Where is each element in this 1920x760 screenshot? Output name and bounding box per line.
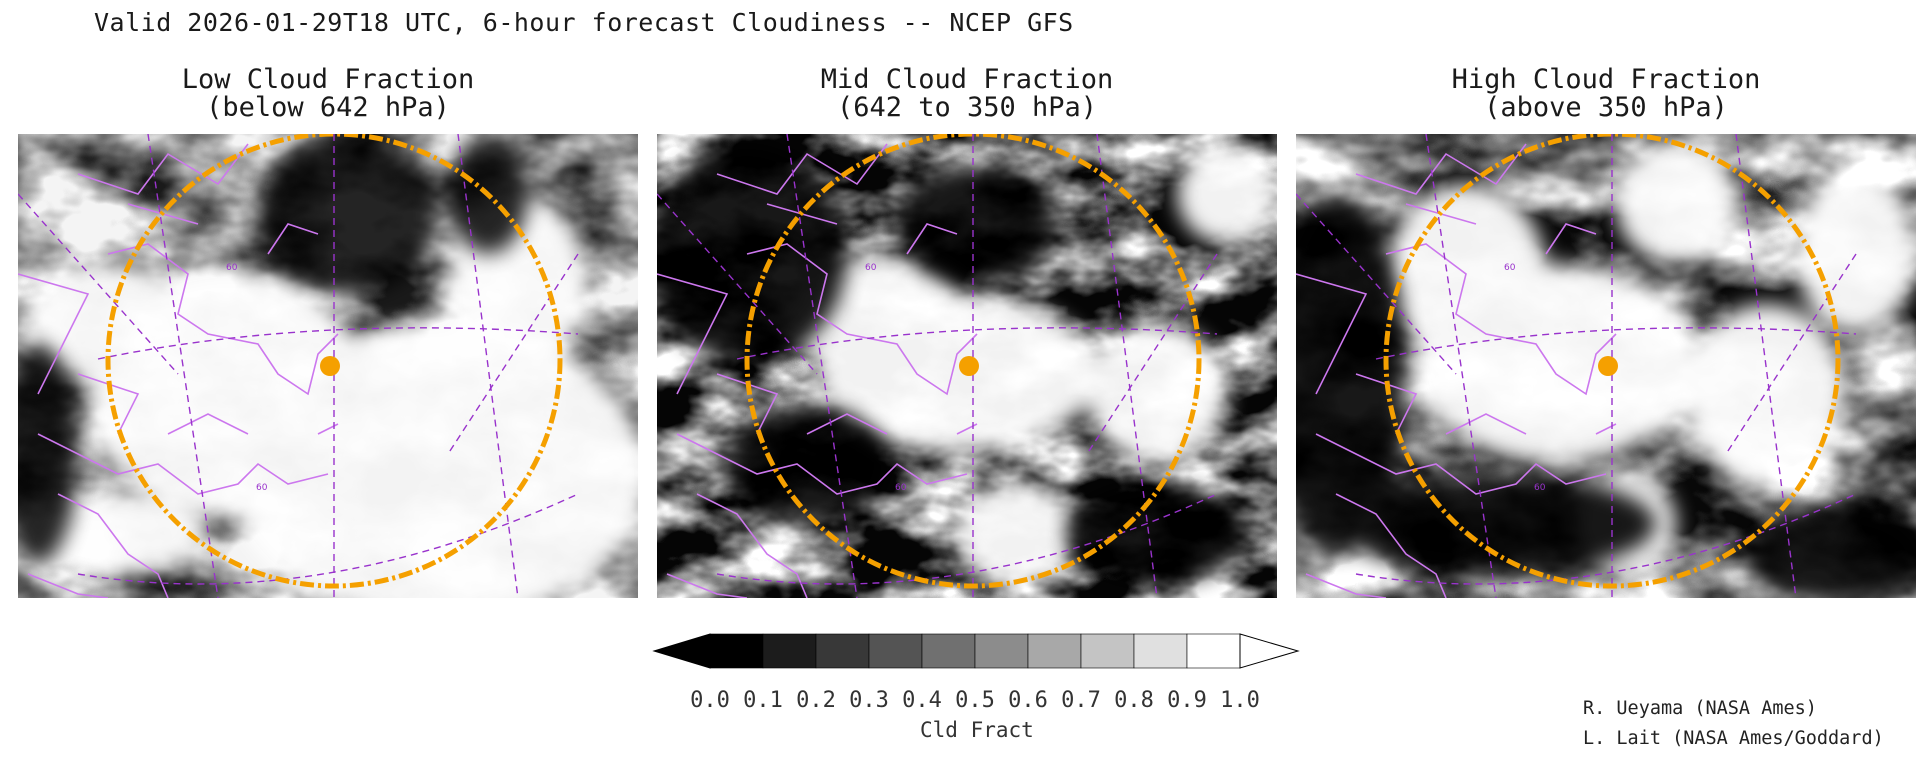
panel-title-mid: Mid Cloud Fraction (642 to 350 hPa) [657,66,1277,122]
colorbar-tick-label: 0.7 [1061,688,1101,713]
credits: R. Ueyama (NASA Ames) L. Lait (NASA Ames… [1583,694,1884,754]
lat-label: 60 [226,263,238,273]
map-panel-mid: 60 60 [657,134,1277,598]
panel-title-low: Low Cloud Fraction (below 642 hPa) [18,66,638,122]
colorbar-graphic [652,633,1300,669]
map-panel-high: 60 60 [1296,134,1916,598]
credit-line-2: L. Lait (NASA Ames/Goddard) [1583,728,1884,749]
map-high: 60 60 [1296,134,1916,598]
colorbar-tick-labels: 0.0 0.1 0.2 0.3 0.4 0.5 0.6 0.7 0.8 0.9 1.0 [0,688,1920,718]
colorbar-under-arrow [652,633,711,669]
colorbar-tick-label: 0.4 [902,688,942,713]
colorbar-tick-label: 0.0 [690,688,730,713]
range-ring [744,134,1202,589]
colorbar-segment [1186,633,1241,669]
colorbar-tick-label: 0.9 [1167,688,1207,713]
colorbar-label: Cld Fract [920,718,1034,742]
lat-label-2: 60 [895,483,907,493]
colorbar-tick-label: 1.0 [1220,688,1260,713]
colorbar-over-arrow [1239,633,1300,669]
colorbar-segment [815,633,870,669]
colorbar-segment [1133,633,1188,669]
panel-title-high: High Cloud Fraction (above 350 hPa) [1296,66,1916,122]
colorbar-segment [1080,633,1135,669]
panel-title-low-line2: (below 642 hPa) [206,92,450,123]
site-marker-icon [959,356,979,376]
colorbar [652,624,1302,682]
credit-line-1: R. Ueyama (NASA Ames) [1583,698,1817,719]
colorbar-tick-label: 0.8 [1114,688,1154,713]
lat-label: 60 [865,263,877,273]
map-panel-low: 60 60 [18,134,638,598]
lat-label: 60 [1504,263,1516,273]
map-mid: 60 60 [657,134,1277,598]
figure-title: Valid 2026-01-29T18 UTC, 6-hour forecast… [94,8,1074,37]
lat-label-2: 60 [1534,483,1546,493]
colorbar-segment [709,633,764,669]
coastlines [657,143,978,598]
range-ring [1383,134,1841,589]
colorbar-segment [974,633,1029,669]
panel-title-mid-line1: Mid Cloud Fraction [820,64,1114,95]
map-low: 60 60 [18,134,638,598]
panel-title-high-line2: (above 350 hPa) [1484,92,1728,123]
site-marker-icon [320,356,340,376]
graticule [18,134,579,598]
graticule [1296,134,1857,598]
range-ring [105,134,563,589]
site-marker-icon [1598,356,1618,376]
panel-title-high-line1: High Cloud Fraction [1451,64,1761,95]
colorbar-segment [921,633,976,669]
panel-title-low-line1: Low Cloud Fraction [181,64,475,95]
graticule [657,134,1218,598]
panel-title-mid-line2: (642 to 350 hPa) [836,92,1098,123]
lat-label-2: 60 [256,483,268,493]
coastlines [1296,143,1617,598]
colorbar-segment [762,633,817,669]
colorbar-tick-label: 0.1 [743,688,783,713]
colorbar-tick-label: 0.5 [955,688,995,713]
colorbar-segment [1027,633,1082,669]
colorbar-segment [868,633,923,669]
colorbar-tick-label: 0.2 [796,688,836,713]
colorbar-tick-label: 0.3 [849,688,889,713]
colorbar-tick-label: 0.6 [1008,688,1048,713]
